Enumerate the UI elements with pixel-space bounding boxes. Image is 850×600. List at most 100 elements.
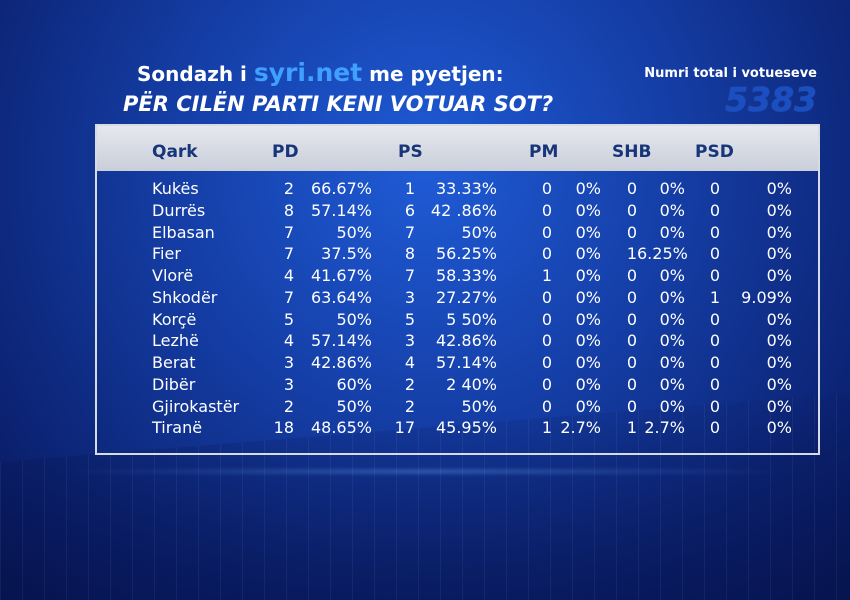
cell-pd-percent: 50% — [336, 396, 372, 416]
cell-ps-percent: 5 50% — [446, 309, 497, 329]
cell-pm-count: 0 — [541, 179, 552, 198]
total-voters-label: Numri total i votueseve — [644, 66, 817, 81]
cell-pd-percent: 41.67% — [310, 266, 372, 285]
column-header-shb: SHB — [612, 142, 652, 162]
cell-shb-percent: 0% — [659, 396, 685, 416]
cell-ps-percent: 33.33% — [435, 179, 497, 198]
cell-pd-count: 8 — [283, 200, 294, 220]
cell-pm-count: 1 — [541, 418, 552, 438]
cell-qark: Shkodër — [152, 287, 218, 307]
cell-pm-count: 0 — [541, 396, 552, 416]
cell-shb-percent: 0% — [659, 222, 685, 242]
cell-pd-count: 3 — [283, 353, 294, 372]
cell-ps-percent: 56.25% — [435, 244, 497, 264]
cell-psd-count: 0 — [709, 222, 720, 242]
cell-pm-count: 0 — [541, 374, 552, 394]
cell-psd-count: 0 — [709, 418, 720, 438]
table-row: Lezhë 4 57.14% 3 42.86% 0 0% 0 0% 0 0% — [97, 331, 818, 353]
cell-pd-percent: 48.65% — [310, 418, 372, 438]
cell-psd-count: 0 — [709, 266, 720, 285]
cell-pd-count: 7 — [283, 222, 294, 242]
cell-pm-percent: 0% — [575, 200, 601, 220]
cell-psd-percent: 0% — [766, 396, 792, 416]
cell-qark: Lezhë — [152, 331, 199, 351]
cell-shb-count: 0 — [626, 266, 637, 285]
cell-ps-percent: 27.27% — [435, 287, 497, 307]
cell-pm-count: 0 — [541, 353, 552, 372]
cell-ps-count: 7 — [404, 222, 415, 242]
cell-shb-percent: 0% — [659, 287, 685, 307]
cell-shb-percent: 0% — [659, 200, 685, 220]
cell-pm-count: 0 — [541, 309, 552, 329]
cell-pm-percent: 0% — [575, 374, 601, 394]
cell-pm-count: 0 — [541, 200, 552, 220]
cell-pd-count: 7 — [283, 244, 294, 264]
cell-pm-count: 0 — [541, 287, 552, 307]
cell-pd-count: 4 — [283, 331, 294, 351]
cell-psd-count: 0 — [709, 353, 720, 372]
cell-shb-count: 0 — [626, 222, 637, 242]
cell-ps-count: 3 — [404, 331, 415, 351]
cell-psd-count: 0 — [709, 396, 720, 416]
cell-shb-count: 0 — [626, 200, 637, 220]
column-header-pd: PD — [272, 142, 299, 162]
column-header-pm: PM — [529, 142, 559, 162]
column-header-ps: PS — [398, 142, 423, 162]
cell-psd-count: 0 — [709, 244, 720, 264]
cell-qark: Gjirokastër — [152, 396, 240, 416]
cell-ps-percent: 50% — [461, 396, 497, 416]
cell-psd-percent: 0% — [766, 222, 792, 242]
cell-shb-percent: 0% — [659, 353, 685, 372]
cell-shb-count: 0 — [626, 287, 637, 307]
cell-pd-percent: 42.86% — [310, 353, 372, 372]
cell-pd-percent: 57.14% — [310, 200, 372, 220]
cell-pd-count: 2 — [283, 179, 294, 198]
cell-ps-count: 6 — [404, 200, 415, 220]
cell-pd-percent: 37.5% — [321, 244, 372, 264]
cell-ps-percent: 45.95% — [435, 418, 497, 438]
cell-ps-count: 2 — [404, 374, 415, 394]
cell-qark: Korçë — [152, 309, 197, 329]
cell-pd-count: 4 — [283, 266, 294, 285]
table-row: Vlorë 4 41.67% 7 58.33% 1 0% 0 0% 0 0% — [97, 266, 818, 288]
cell-ps-count: 2 — [404, 396, 415, 416]
cell-psd-count: 1 — [709, 287, 720, 307]
cell-qark: Fier — [152, 244, 181, 264]
cell-pm-percent: 0% — [575, 244, 601, 264]
cell-ps-count: 7 — [404, 266, 415, 285]
table-body: Kukës 2 66.67% 1 33.33% 0 0% 0 0% 0 0% Durrës 8 57.14… — [97, 172, 818, 453]
cell-shb-count: 0 — [626, 309, 637, 329]
cell-psd-percent: 0% — [766, 200, 792, 220]
column-header-qark: Qark — [152, 142, 198, 162]
cell-psd-percent: 0% — [766, 309, 792, 329]
cell-pd-percent: 57.14% — [310, 331, 372, 351]
cell-qark: Vlorë — [152, 266, 194, 285]
title-prefix: Sondazh i — [137, 62, 247, 86]
table-row: Kukës 2 66.67% 1 33.33% 0 0% 0 0% 0 0% — [97, 179, 818, 201]
cell-ps-percent: 42 .86% — [430, 200, 497, 220]
cell-shb-count: 0 — [626, 374, 637, 394]
cell-psd-percent: 0% — [766, 331, 792, 351]
cell-psd-percent: 0% — [766, 266, 792, 285]
cell-pm-percent: 0% — [575, 287, 601, 307]
table-row: Gjirokastër 2 50% 2 50% 0 0% 0 0% 0 0% — [97, 397, 818, 419]
cell-psd-count: 0 — [709, 374, 720, 394]
cell-pd-count: 3 — [283, 374, 294, 394]
cell-psd-percent: 0% — [766, 244, 792, 264]
cell-ps-percent: 2 40% — [446, 374, 497, 394]
cell-pd-count: 5 — [283, 309, 294, 329]
table-row: Korçë 5 50% 5 5 50% 0 0% 0 0% 0 0% — [97, 310, 818, 332]
cell-shb-count: 1 — [626, 244, 637, 264]
cell-qark: Dibër — [152, 374, 196, 394]
cell-ps-count: 17 — [394, 418, 415, 438]
cell-qark: Durrës — [152, 200, 206, 220]
cell-qark: Tiranë — [152, 418, 203, 438]
cell-psd-percent: 0% — [766, 418, 792, 438]
table-row: Shkodër 7 63.64% 3 27.27% 0 0% 0 0% 1 9.09% — [97, 288, 818, 310]
cell-pd-percent: 60% — [336, 374, 372, 394]
cell-pd-count: 18 — [273, 418, 294, 438]
cell-shb-percent: 2.7% — [644, 418, 685, 438]
cell-ps-count: 1 — [404, 179, 415, 198]
table-row: Tiranë 18 48.65% 17 45.95% 1 2.7% 1 2.7% 0 0% — [97, 418, 818, 440]
cell-psd-count: 0 — [709, 331, 720, 351]
